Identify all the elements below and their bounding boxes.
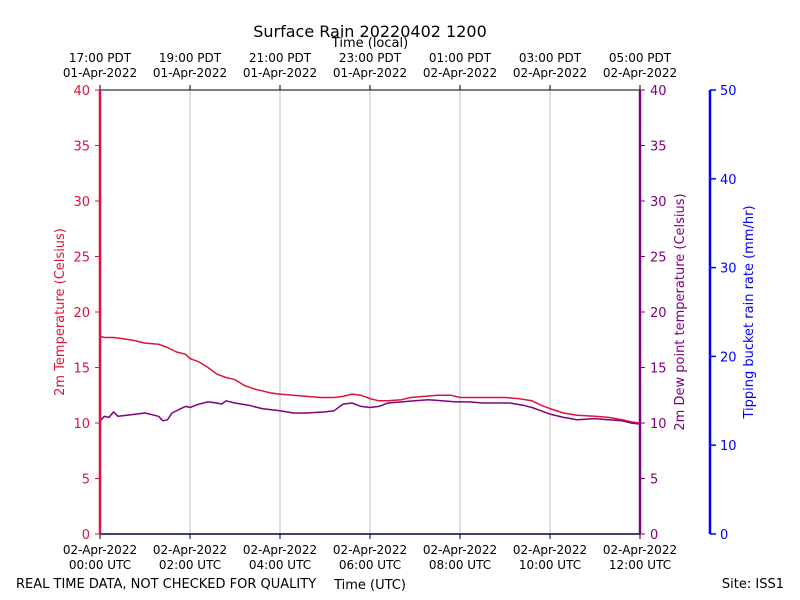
top-tick-label-time: 17:00 PDT <box>69 51 132 65</box>
x-tick-label-time: 10:00 UTC <box>519 558 581 572</box>
x-axis-label: Time (UTC) <box>333 578 406 593</box>
right-axis-label: 2m Dew point temperature (Celsius) <box>673 193 688 430</box>
top-tick-label-date: 01-Apr-2022 <box>243 66 317 80</box>
x-tick-label-time: 08:00 UTC <box>429 558 491 572</box>
right-tick-label: 25 <box>650 251 667 266</box>
x-tick-label-date: 02-Apr-2022 <box>63 543 137 557</box>
2m-dew-point-temperature-line <box>99 398 641 425</box>
x-tick-label-time: 04:00 UTC <box>249 558 311 572</box>
x-tick-label-date: 02-Apr-2022 <box>603 543 677 557</box>
left-tick-label: 0 <box>82 528 90 543</box>
left-tick-label: 30 <box>73 195 90 210</box>
chart-title: Surface Rain 20220402 1200 <box>253 22 487 41</box>
left-tick-label: 5 <box>82 473 90 488</box>
x-tick-label-date: 02-Apr-2022 <box>333 543 407 557</box>
right-tick-label: 0 <box>650 528 658 543</box>
rain-tick-label: 0 <box>720 528 728 543</box>
right-tick-label: 40 <box>650 84 667 99</box>
right-tick-label: 10 <box>650 417 667 432</box>
x-tick-label-time: 00:00 UTC <box>69 558 131 572</box>
left-tick-label: 10 <box>73 417 90 432</box>
top-tick-label-time: 03:00 PDT <box>519 51 582 65</box>
left-axis-label: 2m Temperature (Celsius) <box>53 228 68 396</box>
x-tick-label-time: 12:00 UTC <box>609 558 671 572</box>
rain-tick-label: 30 <box>720 262 737 277</box>
top-tick-label-date: 02-Apr-2022 <box>423 66 497 80</box>
right-tick-label: 5 <box>650 473 658 488</box>
top-tick-label-date: 01-Apr-2022 <box>333 66 407 80</box>
left-tick-label: 15 <box>73 362 90 377</box>
2m-temperature-line <box>99 335 641 424</box>
rain-tick-label: 50 <box>720 84 737 99</box>
quality-disclaimer: REAL TIME DATA, NOT CHECKED FOR QUALITY <box>16 577 316 592</box>
left-tick-label: 25 <box>73 251 90 266</box>
x-tick-label-date: 02-Apr-2022 <box>423 543 497 557</box>
right-tick-label: 20 <box>650 306 667 321</box>
top-axis-label: Time (local) <box>331 36 408 51</box>
left-tick-label: 35 <box>73 140 90 155</box>
right-tick-label: 35 <box>650 140 667 155</box>
site-label: Site: ISS1 <box>722 577 784 592</box>
left-tick-label: 20 <box>73 306 90 321</box>
x-tick-label-time: 02:00 UTC <box>159 558 221 572</box>
top-tick-label-date: 02-Apr-2022 <box>603 66 677 80</box>
top-tick-label-date: 02-Apr-2022 <box>513 66 587 80</box>
right-tick-label: 15 <box>650 362 667 377</box>
rain-axis-label: Tipping bucket rain rate (mm/hr) <box>742 205 757 419</box>
top-tick-label-time: 21:00 PDT <box>249 51 312 65</box>
top-tick-label-date: 01-Apr-2022 <box>63 66 137 80</box>
top-tick-label-time: 01:00 PDT <box>429 51 492 65</box>
rain-tick-label: 20 <box>720 350 737 365</box>
x-tick-label-date: 02-Apr-2022 <box>153 543 227 557</box>
right-tick-label: 30 <box>650 195 667 210</box>
top-tick-label-time: 19:00 PDT <box>159 51 222 65</box>
x-tick-label-time: 06:00 UTC <box>339 558 401 572</box>
top-tick-label-time: 05:00 PDT <box>609 51 672 65</box>
x-tick-label-date: 02-Apr-2022 <box>243 543 317 557</box>
rain-tick-label: 40 <box>720 173 737 188</box>
gridlines <box>189 90 551 534</box>
x-tick-label-date: 02-Apr-2022 <box>513 543 587 557</box>
top-tick-label-date: 01-Apr-2022 <box>153 66 227 80</box>
left-tick-label: 40 <box>73 84 90 99</box>
rain-tick-label: 10 <box>720 439 737 454</box>
top-tick-label-time: 23:00 PDT <box>339 51 402 65</box>
